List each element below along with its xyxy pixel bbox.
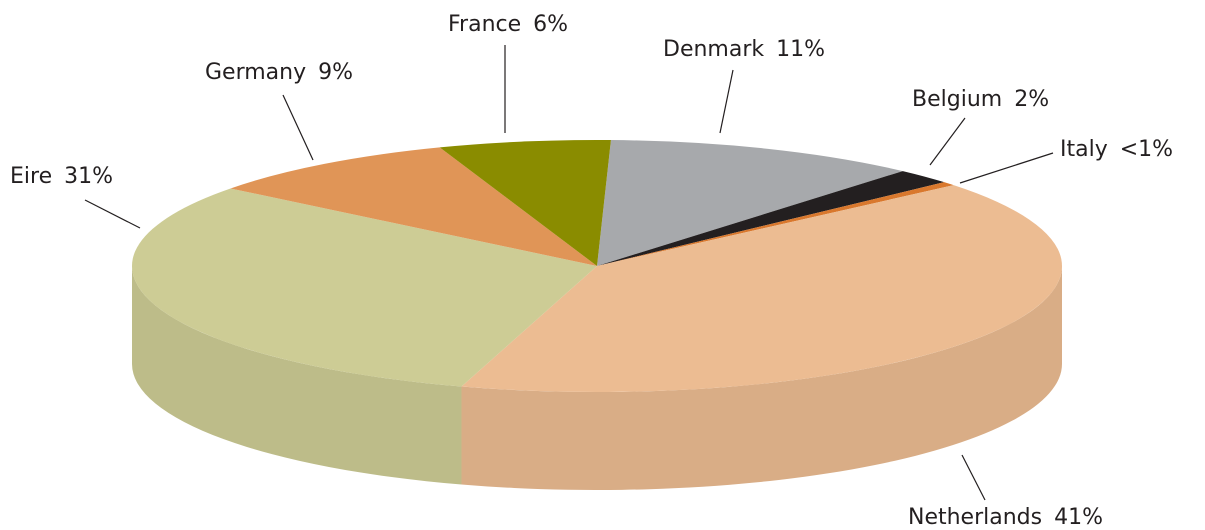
labels: Denmark 11% Belgium 2% Italy <1% Netherlands 41…: [10, 12, 1173, 530]
slice: [439, 140, 611, 266]
slice: [597, 171, 945, 266]
label-name: Eire: [10, 164, 52, 189]
data-label: France 6%: [448, 12, 568, 37]
label-name: Netherlands: [908, 505, 1042, 530]
slice: [132, 188, 597, 387]
leader-line: [959, 152, 1054, 184]
label-value: 6%: [533, 12, 568, 37]
leader-line: [929, 117, 966, 166]
slice: [461, 185, 1063, 393]
leader-line: [84, 199, 141, 229]
slice: [597, 140, 903, 266]
slice-side: [461, 266, 1062, 491]
leader-line: [282, 94, 314, 161]
pie-sides: [132, 266, 1062, 491]
data-label: Denmark 11%: [663, 37, 825, 62]
leader-line: [719, 69, 734, 134]
label-name: Italy: [1060, 137, 1108, 162]
data-label: Netherlands 41%: [908, 505, 1103, 530]
leader-line: [961, 454, 986, 501]
slice: [230, 147, 597, 266]
pie-tops: [132, 140, 1063, 393]
data-label: Belgium 2%: [912, 87, 1049, 112]
label-value: 11%: [776, 37, 825, 62]
data-label: Eire 31%: [10, 164, 113, 189]
label-name: Germany: [205, 60, 306, 85]
label-name: Denmark: [663, 37, 764, 62]
label-name: France: [448, 12, 521, 37]
data-label: Italy <1%: [1060, 137, 1173, 162]
label-value: 31%: [64, 164, 113, 189]
data-label: Germany 9%: [205, 60, 353, 85]
slice: [597, 182, 954, 266]
label-value: 2%: [1014, 87, 1049, 112]
slice-side: [132, 266, 462, 485]
label-value: 41%: [1054, 505, 1103, 530]
label-name: Belgium: [912, 87, 1002, 112]
label-value: <1%: [1120, 137, 1173, 162]
label-value: 9%: [318, 60, 353, 85]
